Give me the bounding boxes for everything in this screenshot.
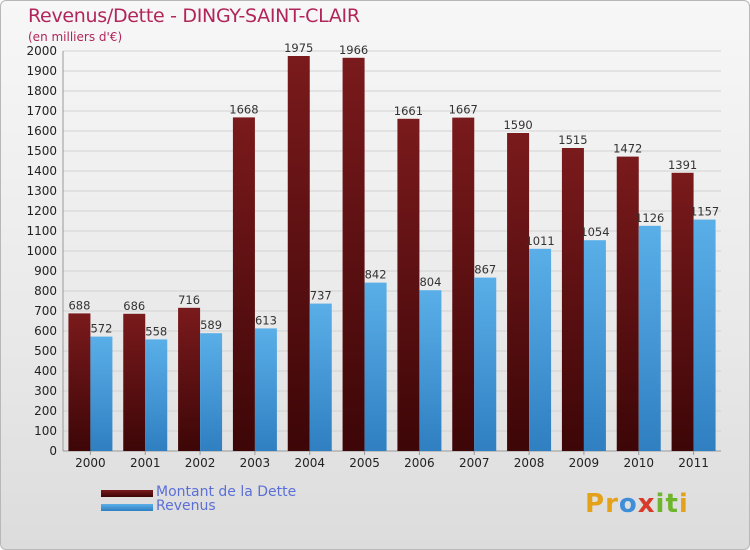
bar-revenue <box>529 248 552 451</box>
bar-revenue <box>200 333 223 451</box>
bar-debt <box>342 57 365 452</box>
y-tick-label: 1300 <box>26 184 57 198</box>
data-label-revenue: 1126 <box>635 211 664 225</box>
proxiti-logo: Proxiti <box>585 489 689 519</box>
data-label-debt: 1667 <box>449 103 478 117</box>
data-label-debt: 686 <box>123 299 145 313</box>
y-tick-label: 1400 <box>26 164 57 178</box>
chart-title: Revenus/Dette - DINGY-SAINT-CLAIR <box>28 5 360 27</box>
legend-label-debt: Montant de la Dette <box>156 484 297 500</box>
legend-swatch-revenue <box>101 504 153 511</box>
bar-revenue <box>419 290 442 451</box>
bar-revenue <box>364 282 387 451</box>
data-label-debt: 1391 <box>668 158 697 172</box>
x-tick-label: 2008 <box>514 456 545 470</box>
data-label-debt: 1515 <box>558 133 587 147</box>
y-tick-label: 1600 <box>26 124 57 138</box>
bar-revenue <box>474 277 497 451</box>
data-label-revenue: 589 <box>200 318 222 332</box>
bar-revenue <box>583 240 606 451</box>
bar-debt <box>232 117 255 452</box>
logo-letter: i <box>655 489 666 519</box>
bar-revenue <box>145 339 168 451</box>
x-tick-label: 2004 <box>294 456 325 470</box>
data-label-revenue: 867 <box>474 263 496 277</box>
bar-debt <box>616 156 639 451</box>
x-tick-label: 2009 <box>569 456 600 470</box>
bar-debt <box>123 313 146 451</box>
bar-debt <box>507 133 530 451</box>
data-label-debt: 1966 <box>339 43 368 57</box>
bar-revenue <box>693 219 716 451</box>
logo-letter: x <box>637 489 656 519</box>
data-label-revenue: 1157 <box>690 205 719 219</box>
x-tick-label: 2011 <box>678 456 709 470</box>
data-label-debt: 1668 <box>229 102 258 116</box>
bar-revenue <box>638 225 661 451</box>
y-tick-label: 1900 <box>26 64 57 78</box>
data-label-revenue: 572 <box>90 322 112 336</box>
x-tick-label: 2003 <box>240 456 271 470</box>
y-tick-label: 1700 <box>26 104 57 118</box>
y-tick-label: 900 <box>34 264 57 278</box>
data-label-debt: 1590 <box>503 118 532 132</box>
legend-label-revenue: Revenus <box>156 498 216 514</box>
data-label-debt: 716 <box>178 293 200 307</box>
y-tick-label: 1800 <box>26 84 57 98</box>
bar-debt <box>178 307 201 451</box>
y-tick-label: 600 <box>34 324 57 338</box>
y-tick-label: 2000 <box>26 44 57 58</box>
y-tick-label: 200 <box>34 404 57 418</box>
bar-revenue <box>90 336 113 451</box>
logo-letter: r <box>605 489 619 519</box>
data-label-debt: 1661 <box>394 104 423 118</box>
logo-letter: t <box>665 489 679 519</box>
data-label-revenue: 558 <box>145 324 167 338</box>
y-tick-label: 100 <box>34 424 57 438</box>
x-tick-label: 2001 <box>130 456 161 470</box>
data-label-debt: 1472 <box>613 142 642 156</box>
bar-debt <box>452 117 475 451</box>
y-tick-label: 1200 <box>26 204 57 218</box>
x-tick-label: 2010 <box>623 456 654 470</box>
data-label-revenue: 1054 <box>580 225 609 239</box>
bar-debt <box>287 56 310 451</box>
x-tick-label: 2002 <box>185 456 216 470</box>
bar-revenue <box>309 303 332 451</box>
y-tick-label: 700 <box>34 304 57 318</box>
y-tick-label: 400 <box>34 364 57 378</box>
x-tick-label: 2000 <box>75 456 106 470</box>
logo-letter: i <box>678 489 689 519</box>
x-tick-label: 2006 <box>404 456 435 470</box>
data-label-revenue: 804 <box>419 275 441 289</box>
y-tick-label: 800 <box>34 284 57 298</box>
y-tick-label: 0 <box>49 444 57 458</box>
data-label-debt: 688 <box>68 298 90 312</box>
y-tick-label: 1100 <box>26 224 57 238</box>
x-tick-label: 2007 <box>459 456 490 470</box>
y-tick-label: 1500 <box>26 144 57 158</box>
y-tick-label: 300 <box>34 384 57 398</box>
y-tick-label: 1000 <box>26 244 57 258</box>
bar-debt <box>68 313 91 451</box>
bar-debt <box>671 172 694 452</box>
data-label-revenue: 613 <box>255 313 277 327</box>
bar-revenue <box>254 328 277 451</box>
logo-letter: o <box>618 489 638 519</box>
data-label-debt: 1975 <box>284 41 313 55</box>
y-tick-label: 500 <box>34 344 57 358</box>
logo-letter: P <box>585 489 606 519</box>
data-label-revenue: 842 <box>365 268 387 282</box>
bar-debt <box>397 118 420 452</box>
data-label-revenue: 1011 <box>525 234 554 248</box>
data-label-revenue: 737 <box>310 289 332 303</box>
chart-subtitle: (en milliers d'€) <box>28 30 123 44</box>
legend-swatch-debt <box>101 490 153 497</box>
bar-debt <box>561 148 584 451</box>
x-tick-label: 2005 <box>349 456 380 470</box>
